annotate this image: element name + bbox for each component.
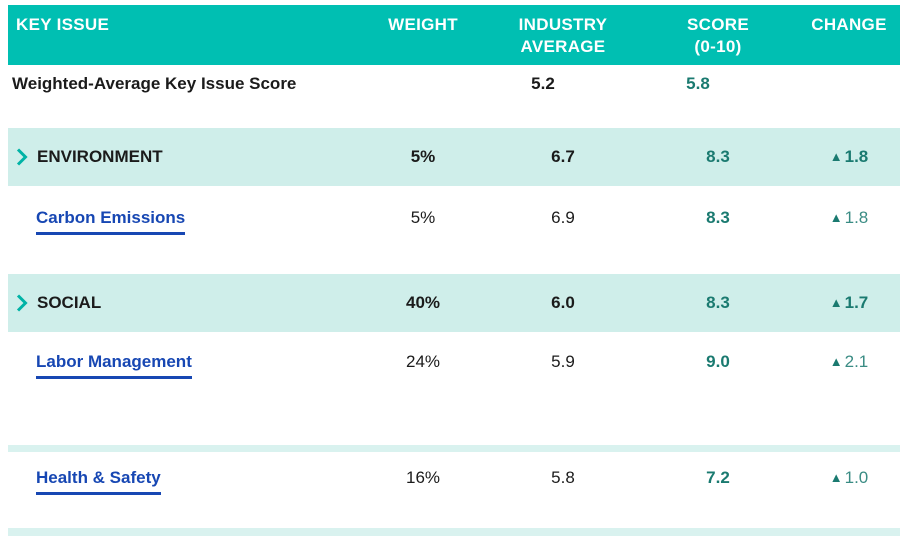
key-issue-link-carbon-emissions[interactable]: Carbon Emissions [36, 208, 186, 235]
row-social: SOCIAL 40% 6.0 8.3 ▲ 1.7 [8, 274, 900, 332]
change-value: 1.8 [844, 147, 869, 166]
change-cell: ▲ 1.7 [798, 293, 900, 313]
weight-cell: 24% [405, 352, 441, 371]
table-header: KEY ISSUE WEIGHT INDUSTRY AVERAGE SCORE … [8, 5, 900, 65]
column-header-weight: WEIGHT [388, 15, 458, 34]
change-cell: ▲ 1.8 [798, 147, 900, 167]
change-value: 2.1 [844, 352, 869, 371]
change-value: 1.7 [844, 293, 869, 312]
score-cell: 8.3 [706, 293, 730, 312]
industry-average-cell: 5.9 [551, 352, 575, 371]
row-labor-management: Labor Management 24% 5.9 9.0 ▲ 2.1 [8, 332, 900, 445]
column-header-key-issue: KEY ISSUE [16, 15, 110, 34]
change-value: 1.0 [844, 468, 869, 487]
up-triangle-icon: ▲ [829, 295, 843, 310]
row-health-safety: Health & Safety 16% 5.8 7.2 ▲ 1.0 [8, 452, 900, 528]
key-issue-table: KEY ISSUE WEIGHT INDUSTRY AVERAGE SCORE … [8, 5, 900, 536]
change-value: 1.8 [844, 208, 869, 227]
weight-cell: 16% [405, 468, 441, 487]
industry-average-cell: 6.9 [551, 208, 575, 227]
up-triangle-icon: ▲ [829, 354, 843, 369]
weight-cell: 5% [410, 208, 436, 227]
row-separator [8, 445, 900, 452]
up-triangle-icon: ▲ [829, 149, 843, 164]
industry-average-cell: 6.7 [551, 147, 575, 166]
score-cell: 8.3 [706, 208, 730, 227]
row-carbon-emissions: Carbon Emissions 5% 6.9 8.3 ▲ 1.8 [8, 186, 900, 274]
row-weighted-average: Weighted-Average Key Issue Score 5.2 5.8 [8, 65, 900, 128]
category-label: SOCIAL [37, 293, 102, 312]
bottom-divider-strip [8, 528, 900, 536]
weight-cell: 5% [410, 147, 436, 166]
change-cell: ▲ 1.0 [798, 468, 900, 488]
column-header-score: SCORE (0-10) [687, 15, 749, 56]
up-triangle-icon: ▲ [829, 210, 843, 225]
score-cell: 9.0 [706, 352, 730, 371]
score-cell: 5.8 [686, 74, 710, 93]
row-environment: ENVIRONMENT 5% 6.7 8.3 ▲ 1.8 [8, 128, 900, 186]
row-label: Weighted-Average Key Issue Score [12, 74, 297, 93]
score-cell: 7.2 [706, 468, 730, 487]
industry-average-cell: 6.0 [551, 293, 575, 312]
category-label: ENVIRONMENT [37, 147, 163, 166]
up-triangle-icon: ▲ [829, 470, 843, 485]
column-header-industry-average: INDUSTRY AVERAGE [518, 15, 608, 56]
key-issue-link-health-safety[interactable]: Health & Safety [36, 468, 161, 495]
column-header-change: CHANGE [811, 15, 887, 34]
change-cell: ▲ 1.8 [798, 208, 900, 228]
chevron-right-icon[interactable] [16, 294, 28, 312]
key-issue-link-labor-management[interactable]: Labor Management [36, 352, 192, 379]
industry-average-cell: 5.2 [531, 74, 555, 93]
score-cell: 8.3 [706, 147, 730, 166]
chevron-right-icon[interactable] [16, 148, 28, 166]
weight-cell: 40% [405, 293, 441, 312]
change-cell: ▲ 2.1 [798, 352, 900, 372]
industry-average-cell: 5.8 [551, 468, 575, 487]
